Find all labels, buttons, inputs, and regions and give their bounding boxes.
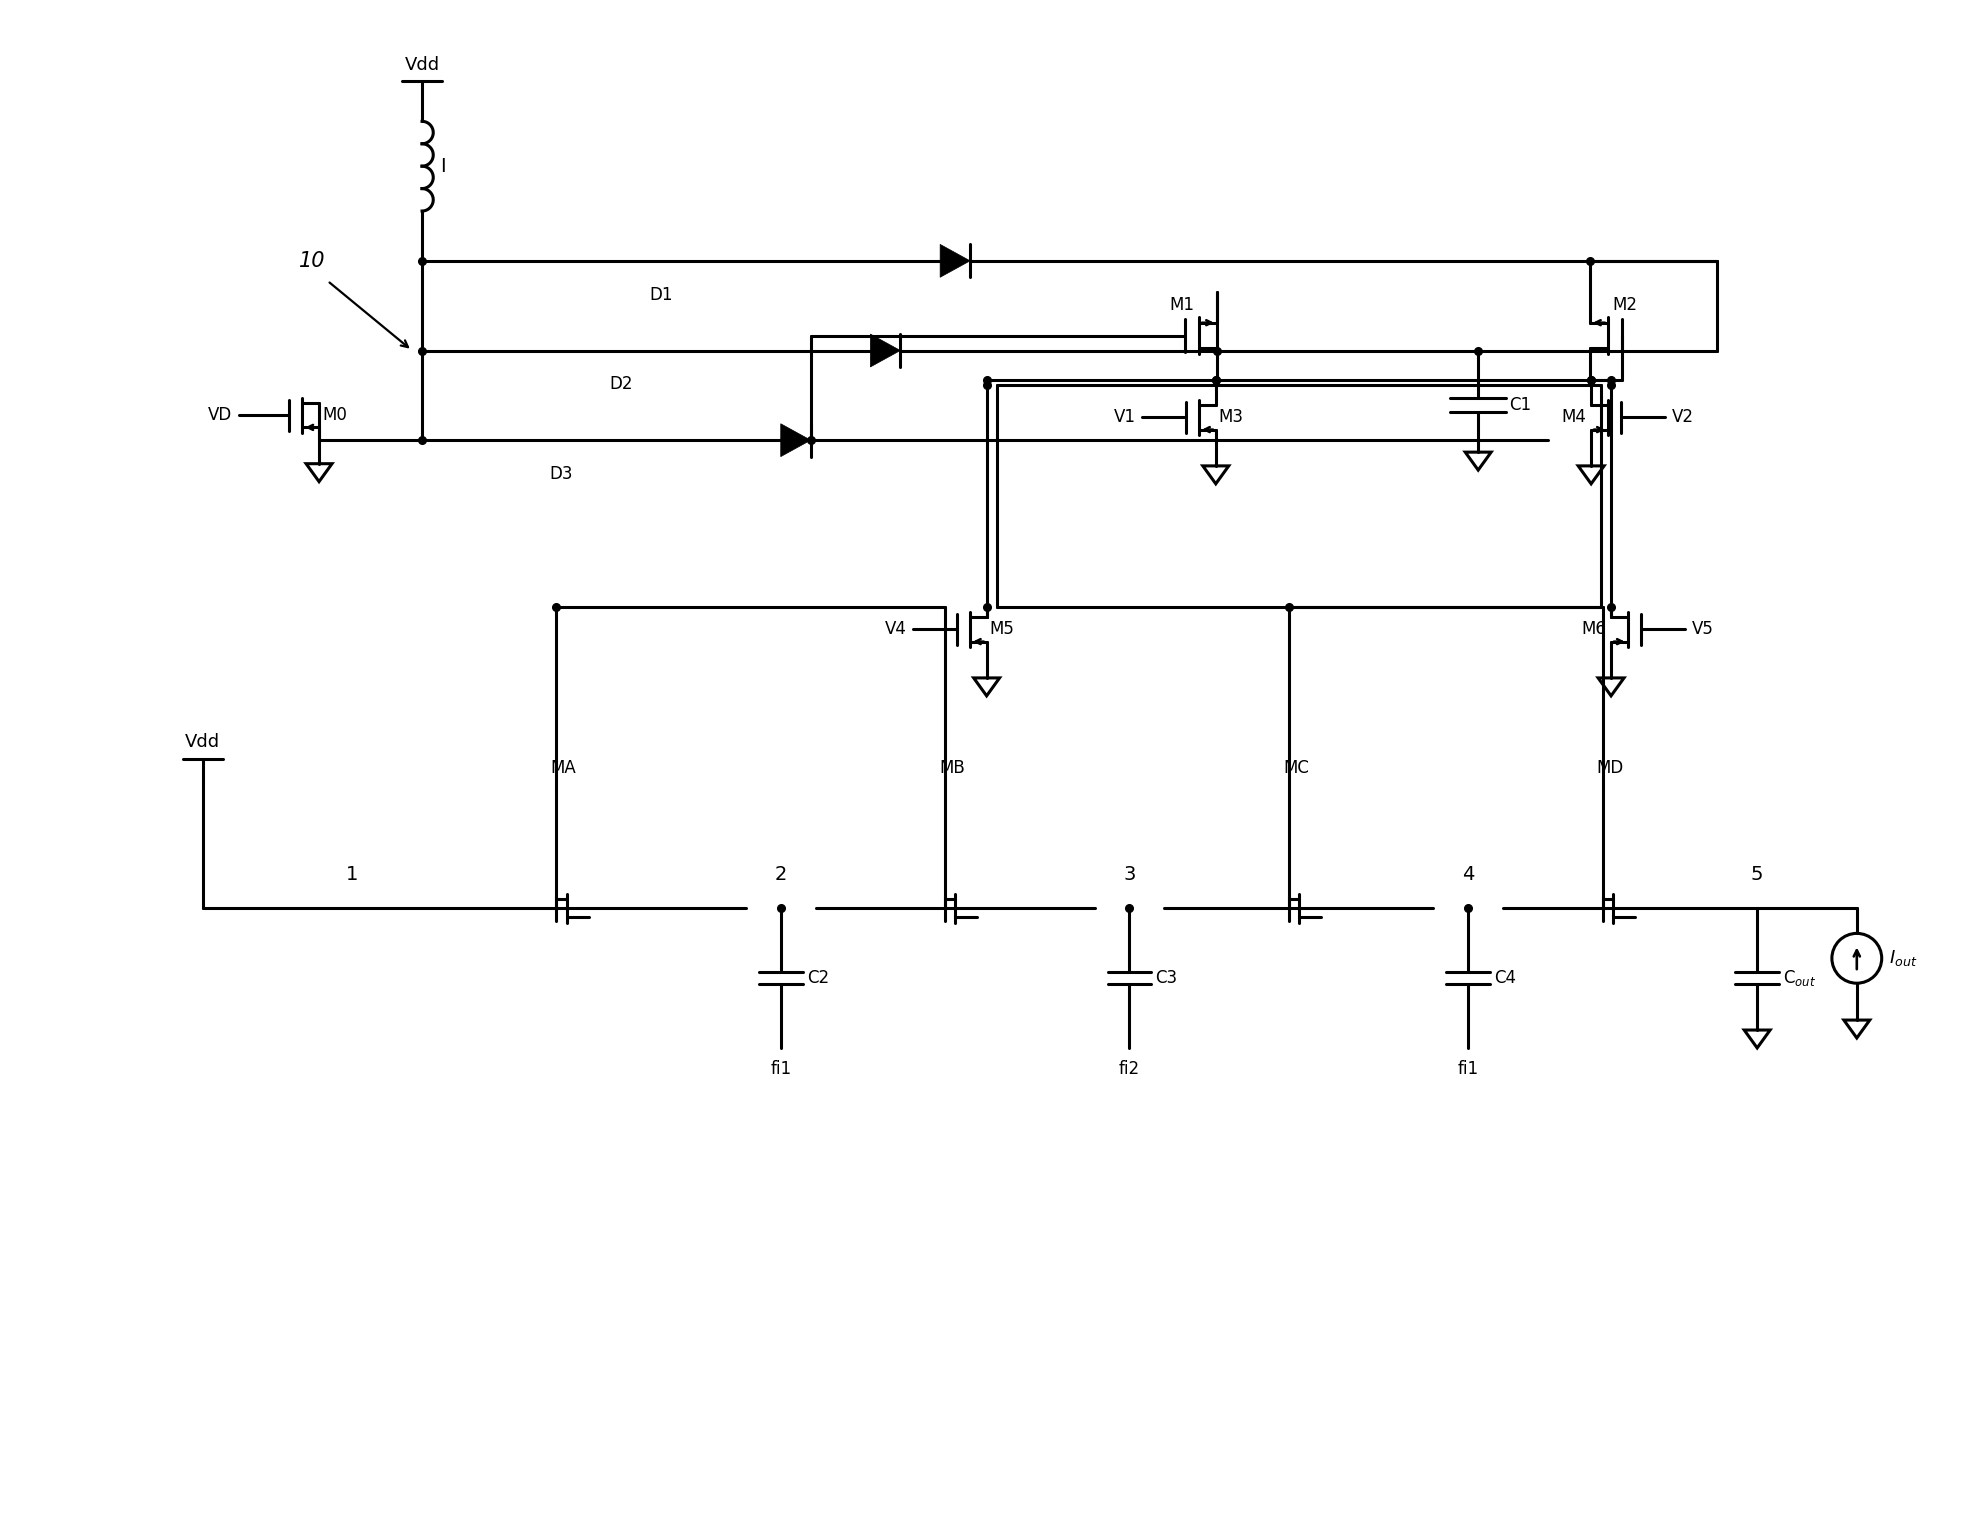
- Text: M0: M0: [322, 407, 347, 424]
- Text: D1: D1: [649, 286, 673, 304]
- Text: M6: M6: [1581, 621, 1607, 639]
- Text: 10: 10: [298, 251, 326, 271]
- Text: C1: C1: [1509, 396, 1530, 414]
- Polygon shape: [940, 245, 969, 277]
- Polygon shape: [781, 424, 810, 457]
- Text: C4: C4: [1495, 969, 1517, 988]
- Text: fi2: fi2: [1118, 1060, 1140, 1078]
- Text: C$_{out}$: C$_{out}$: [1783, 968, 1817, 988]
- Text: $I_{out}$: $I_{out}$: [1889, 948, 1917, 968]
- Text: V5: V5: [1691, 621, 1713, 639]
- Text: M2: M2: [1613, 297, 1638, 313]
- Text: M5: M5: [989, 621, 1014, 639]
- Text: V2: V2: [1672, 408, 1693, 427]
- Text: MB: MB: [940, 758, 965, 777]
- Text: 2: 2: [775, 864, 787, 884]
- Text: Vdd: Vdd: [184, 732, 220, 751]
- Text: fi1: fi1: [1458, 1060, 1479, 1078]
- Text: VD: VD: [208, 407, 232, 424]
- Polygon shape: [871, 333, 901, 367]
- Text: 1: 1: [345, 864, 359, 884]
- Text: fi1: fi1: [771, 1060, 791, 1078]
- Text: M3: M3: [1218, 408, 1244, 427]
- Text: Vdd: Vdd: [404, 55, 439, 73]
- Text: C2: C2: [806, 969, 828, 988]
- Text: MD: MD: [1597, 758, 1623, 777]
- Text: C3: C3: [1156, 969, 1177, 988]
- Text: 5: 5: [1750, 864, 1764, 884]
- Text: V1: V1: [1114, 408, 1136, 427]
- Text: M4: M4: [1562, 408, 1585, 427]
- Text: MA: MA: [551, 758, 577, 777]
- Text: D3: D3: [549, 465, 573, 483]
- Text: MC: MC: [1283, 758, 1309, 777]
- Text: 3: 3: [1124, 864, 1136, 884]
- Text: I: I: [439, 156, 445, 176]
- Text: V4: V4: [885, 621, 906, 639]
- Text: M1: M1: [1169, 297, 1195, 313]
- Text: 4: 4: [1462, 864, 1473, 884]
- Text: D2: D2: [610, 376, 634, 393]
